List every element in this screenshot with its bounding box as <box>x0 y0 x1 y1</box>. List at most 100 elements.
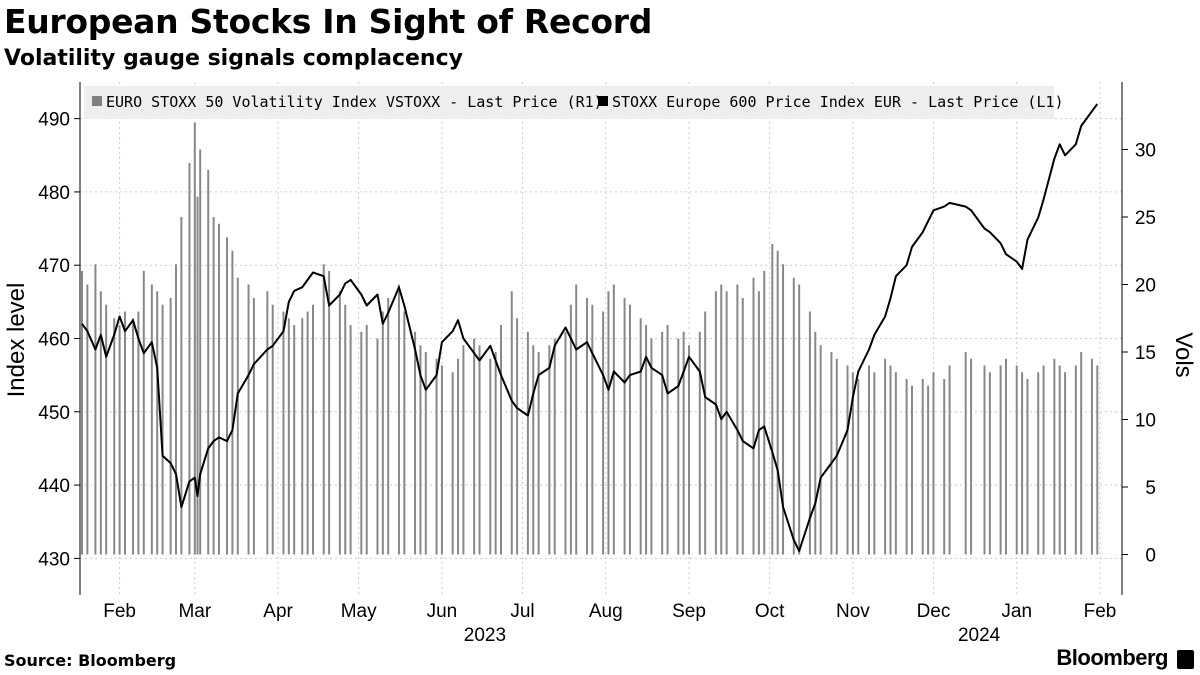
vstoxx-bar <box>247 284 250 555</box>
vstoxx-bar <box>360 331 363 555</box>
vstoxx-bar <box>81 271 83 555</box>
right-tick-label: 25 <box>1135 208 1156 229</box>
vstoxx-bar <box>217 223 220 555</box>
vstoxx-bar <box>212 217 215 555</box>
x-tick-label: Oct <box>755 601 785 622</box>
vstoxx-bar <box>1042 365 1045 555</box>
vstoxx-bar <box>99 291 102 555</box>
vstoxx-bar <box>1004 358 1007 555</box>
vstoxx-bar <box>682 331 685 555</box>
vstoxx-bar <box>602 311 605 555</box>
vstoxx-bar <box>688 345 691 555</box>
vstoxx-bar <box>236 277 239 555</box>
vstoxx-bar <box>983 365 986 555</box>
x-tick-label: Apr <box>263 601 293 622</box>
vstoxx-bar <box>271 304 274 555</box>
vstoxx-bar <box>661 331 664 555</box>
vstoxx-bar <box>868 365 871 555</box>
vstoxx-bar <box>440 365 443 555</box>
legend-background <box>84 86 1054 119</box>
vstoxx-bar <box>857 379 860 555</box>
vstoxx-bar <box>424 352 427 555</box>
x-tick-label: Mar <box>178 601 211 622</box>
vstoxx-bar <box>1080 352 1083 555</box>
vstoxx-bar <box>193 122 196 555</box>
left-tick-label: 450 <box>38 403 70 424</box>
x-tick-label: Aug <box>589 601 623 622</box>
legend-swatch-stoxx600 <box>598 96 608 106</box>
x-tick-label: Jul <box>510 601 534 622</box>
vstoxx-bar <box>137 311 140 555</box>
vstoxx-bar <box>1090 358 1093 555</box>
vstoxx-bar <box>921 379 924 555</box>
left-axis-title: Index level <box>3 283 30 398</box>
vstoxx-bar <box>964 352 967 555</box>
vstoxx-bar <box>94 264 97 555</box>
vstoxx-bar <box>365 325 368 555</box>
index-line <box>81 103 1099 552</box>
vstoxx-bar <box>462 345 465 555</box>
vstoxx-bar <box>873 372 876 555</box>
vstoxx-bar <box>763 271 766 555</box>
vstoxx-bar <box>814 331 817 555</box>
vstoxx-bar <box>293 325 296 555</box>
vstoxx-bar <box>435 358 438 555</box>
vstoxx-bar <box>736 284 739 555</box>
vstoxx-bar <box>188 163 191 555</box>
vstoxx-bar <box>927 385 930 555</box>
vstoxx-bar <box>677 338 680 555</box>
vstoxx-bar <box>349 325 352 555</box>
vstoxx-bar <box>381 311 384 555</box>
vstoxx-bar <box>905 379 908 555</box>
vstoxx-bar <box>782 264 785 555</box>
vstoxx-bar <box>988 372 991 555</box>
vstoxx-bar <box>628 304 631 555</box>
legend-label-stoxx600: STOXX Europe 600 Price Index EUR - Last … <box>612 93 1064 111</box>
vstoxx-bar <box>123 311 126 555</box>
vstoxx-bar <box>948 365 951 555</box>
vstoxx-bar <box>161 304 164 555</box>
vstoxx-bar <box>199 149 202 555</box>
left-tick-label: 470 <box>38 256 70 277</box>
vstoxx-bar <box>698 331 701 555</box>
right-tick-label: 15 <box>1135 343 1156 364</box>
vstoxx-bar <box>266 291 269 555</box>
vstoxx-bar <box>1096 365 1099 555</box>
x-tick-label: Feb <box>103 601 136 622</box>
vstoxx-bar <box>808 311 811 555</box>
legend-label-vstoxx: EURO STOXX 50 Volatility Index VSTOXX - … <box>106 93 603 111</box>
vstoxx-bar <box>666 325 669 555</box>
left-tick-label: 440 <box>38 476 70 497</box>
vstoxx-bar <box>510 291 513 555</box>
vstoxx-bar <box>999 365 1002 555</box>
left-tick-label: 460 <box>38 330 70 351</box>
vstoxx-bar <box>132 318 135 555</box>
vstoxx-bar <box>473 338 476 555</box>
vstoxx-bar <box>301 318 304 555</box>
vstoxx-bar <box>585 298 588 555</box>
vstoxx-bar <box>851 372 854 555</box>
right-axis-title: Vols <box>1170 332 1197 377</box>
stoxx600-line <box>81 103 1099 552</box>
x-tick-label: Jan <box>1001 601 1032 622</box>
vstoxx-bar <box>113 318 116 555</box>
vstoxx-bar <box>175 264 178 555</box>
x-tick-label: Nov <box>836 601 870 622</box>
vstoxx-bar <box>489 358 492 555</box>
vstoxx-bar <box>150 284 153 555</box>
vstoxx-bar <box>771 244 774 555</box>
right-tick-label: 30 <box>1135 141 1156 162</box>
vstoxx-bar <box>553 338 556 555</box>
right-tick-label: 5 <box>1145 478 1156 499</box>
vstoxx-bar <box>704 311 707 555</box>
axes: 430 440 450 460 470 480 490 0 5 10 15 20 25 30 Feb Mar A… <box>38 82 1156 646</box>
vstoxx-bar <box>1026 379 1029 555</box>
vstoxx-bar <box>792 277 795 555</box>
right-tick-label: 0 <box>1145 546 1156 567</box>
vstoxx-bar <box>376 338 379 555</box>
vstoxx-bar <box>970 358 973 555</box>
vstoxx-bar <box>105 304 108 555</box>
left-tick-label: 430 <box>38 549 70 570</box>
x-year-label: 2023 <box>464 625 506 646</box>
vstoxx-bar <box>757 291 760 555</box>
